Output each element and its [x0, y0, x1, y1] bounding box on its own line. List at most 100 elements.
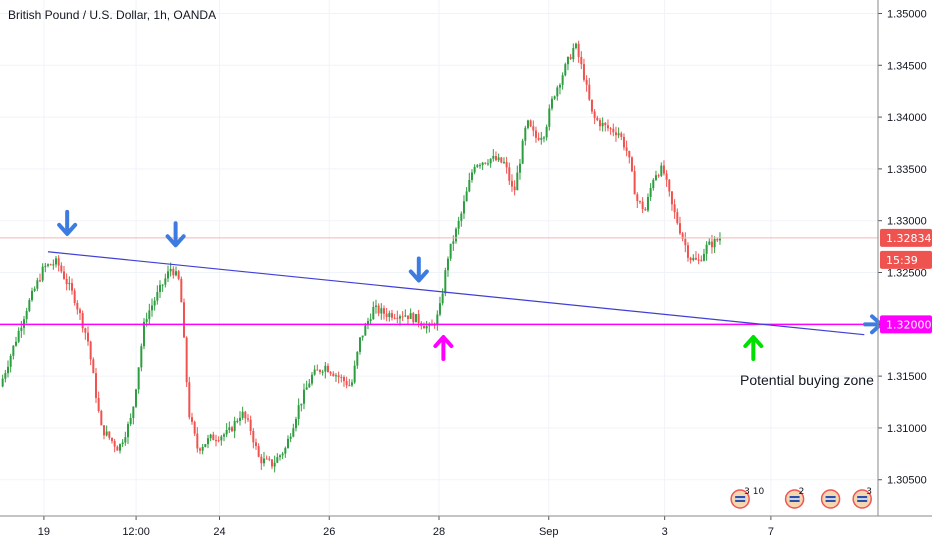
candle-body	[505, 162, 508, 168]
candle-body	[118, 444, 121, 451]
candle-body	[158, 284, 161, 292]
event-flag-icon: 2	[784, 487, 805, 509]
candle-body	[486, 163, 489, 165]
candle-body	[430, 324, 433, 326]
candle-body	[393, 317, 396, 319]
candle-body	[358, 337, 361, 352]
candle-body	[225, 429, 228, 435]
candle-body	[481, 162, 484, 166]
candle-body	[428, 324, 431, 327]
candle-body	[102, 425, 105, 436]
candle-body	[497, 157, 500, 161]
candle-body	[329, 372, 332, 374]
candle-body	[30, 290, 33, 301]
candle-body	[238, 417, 241, 421]
candle-body	[54, 258, 57, 265]
candle-body	[452, 241, 455, 244]
candle-body	[308, 383, 311, 388]
candle-body	[697, 259, 700, 261]
candle-body	[545, 126, 548, 138]
candle-body	[142, 321, 145, 347]
candle-body	[132, 406, 135, 418]
candle-body	[313, 369, 316, 375]
candle-body	[174, 271, 177, 276]
countdown-badge-bg	[880, 250, 932, 269]
candle-body	[14, 341, 17, 346]
event-flag-icon: 3 10	[730, 487, 764, 509]
candle-body	[276, 457, 279, 463]
candle-body	[310, 374, 313, 384]
candle-body	[561, 75, 564, 85]
arrow-head	[433, 335, 454, 349]
candle-body	[548, 108, 551, 127]
candle-body	[708, 241, 711, 245]
candle-body	[617, 133, 620, 136]
candle-body	[606, 125, 609, 129]
candle-body	[678, 223, 681, 234]
candle-body	[84, 328, 87, 333]
y-tick-label: 1.31500	[887, 371, 927, 383]
candle-body	[388, 313, 391, 318]
candle-body	[156, 291, 159, 301]
event-flag-icon	[820, 489, 841, 509]
candle-body	[460, 213, 463, 221]
candle-body	[252, 430, 255, 443]
candle-body	[356, 351, 359, 366]
x-tick-label: 3	[662, 526, 668, 538]
candle-body	[494, 155, 497, 161]
candle-body	[684, 238, 687, 246]
candle-body	[316, 369, 319, 371]
candle-body	[542, 137, 545, 139]
lines-layer	[0, 237, 878, 336]
arrow-up-icon	[743, 335, 764, 362]
y-tick-label: 1.33000	[887, 216, 927, 228]
candle-body	[273, 462, 276, 467]
candle-body	[556, 87, 559, 97]
candle-body	[657, 175, 660, 177]
candle-body	[540, 137, 543, 140]
candle-body	[190, 417, 193, 422]
candle-body	[569, 56, 572, 60]
candles-layer	[1, 40, 721, 473]
candle-body	[166, 271, 169, 279]
candle-body	[620, 133, 623, 137]
y-tick-label: 1.31000	[887, 423, 927, 435]
candle-body	[580, 57, 583, 65]
candle-body	[350, 382, 353, 386]
candle-body	[446, 258, 449, 271]
candle-body	[334, 375, 337, 377]
support-level-badge-bg	[880, 315, 932, 334]
candle-body	[260, 456, 263, 464]
candle-body	[644, 209, 647, 211]
candle-body	[577, 43, 580, 58]
candle-body	[524, 127, 527, 141]
candle-body	[353, 365, 356, 383]
axis-layer: 1.35000 1.34500 1.34000 1.33500 1.33000 1.325…	[0, 0, 932, 538]
candle-body	[601, 122, 604, 127]
candle-body	[406, 315, 409, 319]
candle-body	[473, 166, 476, 173]
candle-body	[705, 244, 708, 254]
y-tick-label: 1.35000	[887, 8, 927, 20]
candle-body	[702, 253, 705, 261]
candle-body	[284, 448, 287, 454]
candle-body	[468, 179, 471, 192]
candle-body	[41, 266, 44, 281]
candle-body	[204, 444, 207, 447]
candle-body	[46, 264, 49, 266]
candle-body	[254, 442, 257, 447]
candle-body	[22, 319, 25, 328]
candle-body	[609, 128, 612, 130]
candle-body	[636, 194, 639, 202]
candle-body	[73, 290, 76, 303]
candle-body	[492, 155, 495, 159]
candle-body	[116, 446, 119, 451]
candle-body	[38, 280, 41, 282]
y-tick-label: 1.30500	[887, 475, 927, 487]
candle-body	[20, 327, 23, 331]
candle-body	[169, 268, 172, 272]
candle-body	[526, 120, 529, 128]
candle-body	[305, 387, 308, 390]
candle-body	[694, 257, 697, 260]
